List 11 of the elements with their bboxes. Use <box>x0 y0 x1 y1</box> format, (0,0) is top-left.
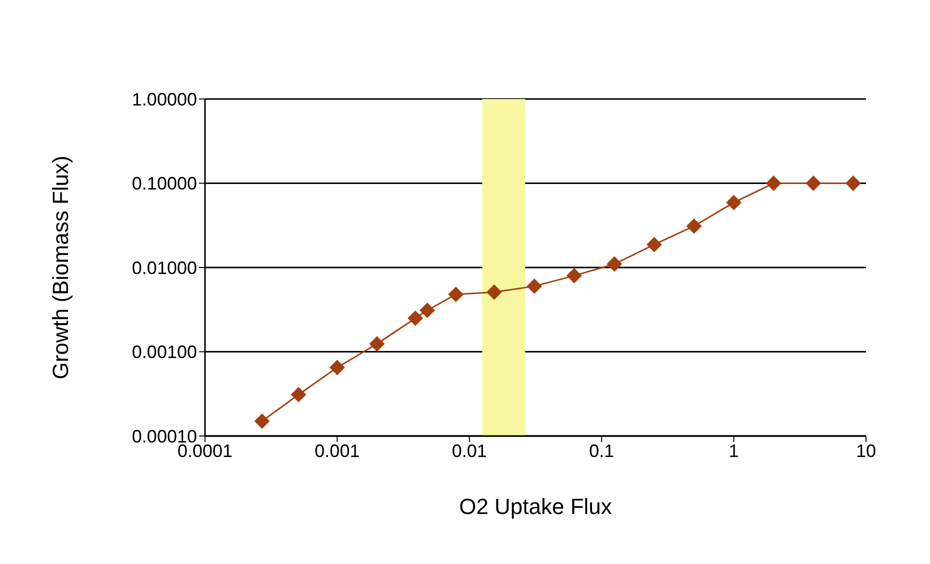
y-tick-label: 1.00000 <box>132 89 197 110</box>
x-tick-label: 0.01 <box>452 440 487 461</box>
x-tick-label: 0.001 <box>314 440 360 461</box>
y-tick-label: 0.10000 <box>132 174 197 194</box>
y-axis-title: Growth (Biomass Flux) <box>48 156 73 380</box>
y-tick-label: 0.00100 <box>132 342 197 362</box>
x-tick-label: 1 <box>728 440 739 461</box>
x-tick-label: 10 <box>856 440 876 461</box>
y-tick-label: 0.01000 <box>132 258 197 278</box>
x-tick-label: 0.1 <box>589 440 614 461</box>
x-axis-title: O2 Uptake Flux <box>459 494 612 519</box>
